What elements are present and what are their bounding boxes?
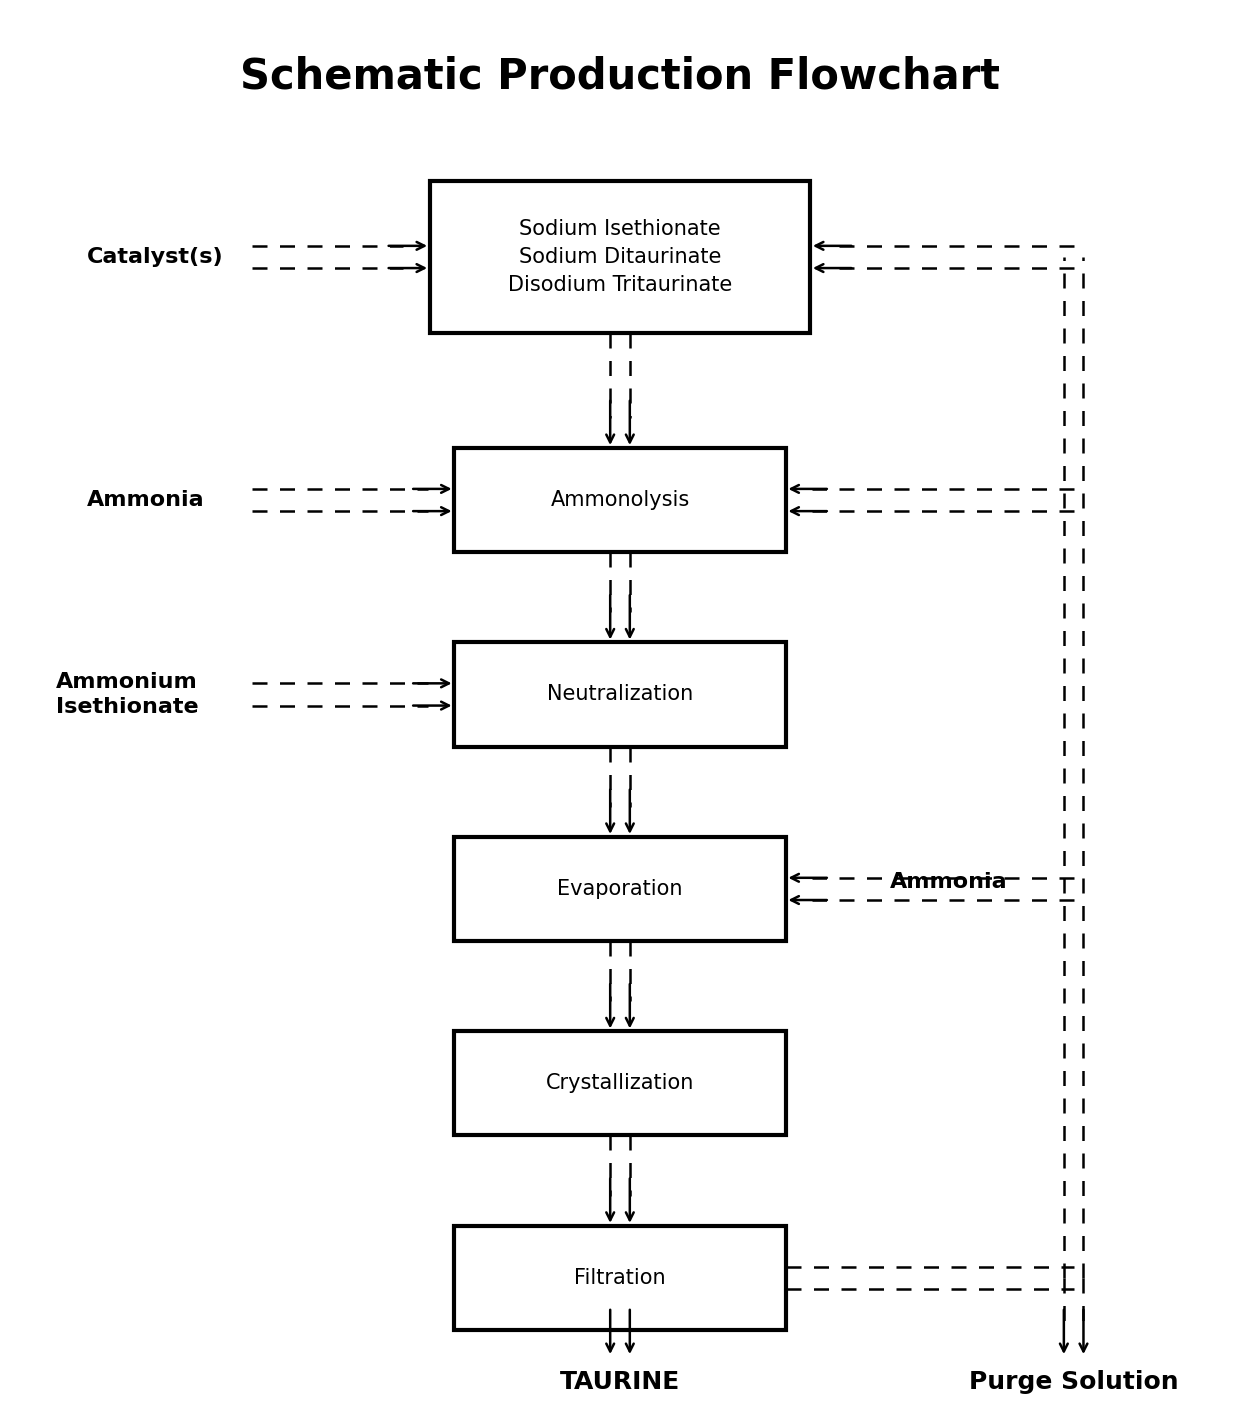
- Text: Catalyst(s): Catalyst(s): [87, 247, 223, 267]
- Text: Ammonolysis: Ammonolysis: [551, 490, 689, 510]
- Text: Ammonium
Isethionate: Ammonium Isethionate: [56, 673, 198, 717]
- Bar: [455, 1032, 785, 1136]
- Text: Evaporation: Evaporation: [557, 879, 683, 899]
- Text: Filtration: Filtration: [574, 1268, 666, 1287]
- Bar: [455, 837, 785, 941]
- Text: Purge Solution: Purge Solution: [968, 1370, 1178, 1394]
- Text: Ammonia: Ammonia: [890, 872, 1007, 892]
- Bar: [455, 448, 785, 552]
- Bar: [430, 181, 810, 333]
- Bar: [455, 643, 785, 747]
- Text: Ammonia: Ammonia: [87, 490, 205, 510]
- Text: Schematic Production Flowchart: Schematic Production Flowchart: [241, 56, 999, 97]
- Text: TAURINE: TAURINE: [560, 1370, 680, 1394]
- Text: Crystallization: Crystallization: [546, 1074, 694, 1094]
- Text: Sodium Isethionate
Sodium Ditaurinate
Disodium Tritaurinate: Sodium Isethionate Sodium Ditaurinate Di…: [508, 219, 732, 295]
- Bar: [455, 1226, 785, 1330]
- Text: Neutralization: Neutralization: [547, 685, 693, 705]
